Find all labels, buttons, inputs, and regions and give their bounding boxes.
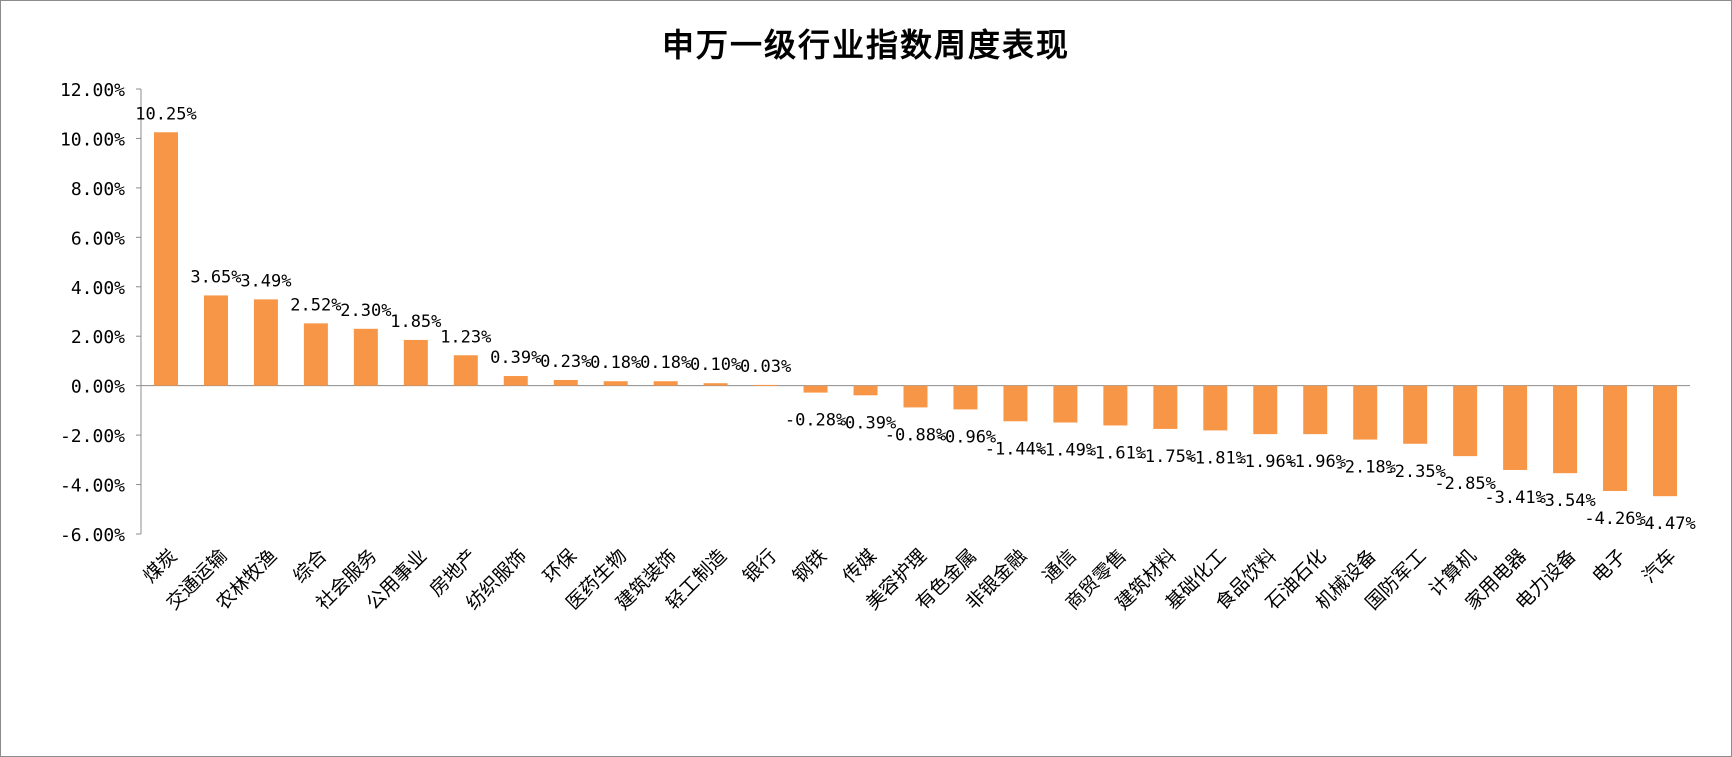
data-label: 1.23%	[440, 327, 491, 347]
data-label: -0.96%	[935, 427, 996, 447]
data-label: -2.85%	[1434, 474, 1495, 494]
bar	[1653, 385, 1678, 497]
data-label: -2.18%	[1334, 458, 1395, 478]
y-axis: -6.00% -4.00% -2.00% 0.00% 2.00% 4.00% 6.00% 8.…	[60, 80, 142, 546]
data-label: -1.96%	[1285, 452, 1346, 472]
bar	[503, 376, 528, 386]
data-label: 2.52%	[290, 295, 341, 315]
bar	[203, 295, 228, 386]
y-tick-label: 10.00%	[60, 129, 125, 150]
bar	[1403, 385, 1428, 444]
chart-title: 申万一级行业指数周度表现	[661, 26, 1070, 64]
y-tick-label: 0.00%	[71, 377, 125, 398]
x-tick-label: 传媒	[839, 545, 881, 587]
bar	[1303, 385, 1328, 435]
x-tick-label: 煤炭	[139, 545, 181, 587]
y-tick-label: -2.00%	[60, 426, 125, 447]
x-tick-label: 钢铁	[789, 545, 831, 587]
data-label: 0.10%	[690, 355, 741, 375]
data-label: -0.28%	[785, 411, 846, 431]
data-label: 0.39%	[490, 348, 541, 368]
bar	[1453, 385, 1478, 457]
bar	[1603, 385, 1628, 491]
data-label: -1.49%	[1035, 441, 1096, 461]
y-tick-label: -6.00%	[60, 525, 125, 546]
bar	[153, 132, 178, 386]
x-tick-label: 综合	[289, 545, 331, 587]
data-label: 3.65%	[190, 267, 241, 287]
data-labels: 10.25% 3.65%3.49% 2.52%2.30%1.85%1.23%0.39…	[135, 104, 1695, 534]
x-tick-label: 银行	[739, 545, 781, 587]
y-tick-label: 6.00%	[71, 228, 125, 249]
bar	[403, 339, 428, 386]
y-tick-label: 4.00%	[71, 278, 125, 299]
data-label: 0.18%	[590, 353, 641, 373]
data-label: 2.30%	[340, 301, 391, 321]
x-tick-label: 电子	[1588, 545, 1630, 587]
data-label: -3.54%	[1534, 491, 1595, 511]
bar	[1203, 385, 1228, 431]
bar	[1103, 385, 1128, 426]
bar	[1053, 385, 1078, 423]
x-tick-label: 汽车	[1638, 545, 1680, 587]
bar	[1153, 385, 1178, 429]
bars	[153, 132, 1678, 497]
y-tick-label: 12.00%	[60, 80, 125, 101]
bar	[1253, 385, 1278, 435]
data-label: -3.41%	[1484, 488, 1545, 508]
bar	[553, 379, 578, 386]
bar	[1353, 385, 1378, 440]
bar	[303, 323, 328, 386]
data-label: -1.81%	[1185, 448, 1246, 468]
data-label: -4.26%	[1584, 509, 1645, 529]
data-label: 0.18%	[640, 353, 691, 373]
data-label: -1.75%	[1135, 447, 1196, 467]
y-tick-label: 2.00%	[71, 327, 125, 348]
bar	[453, 355, 478, 386]
bar	[353, 328, 378, 386]
data-label: 10.25%	[135, 104, 196, 124]
bar	[903, 385, 928, 408]
bar	[803, 385, 828, 393]
x-tick-label: 环保	[539, 545, 581, 587]
data-label: -1.61%	[1085, 443, 1146, 463]
data-label: -1.96%	[1235, 452, 1296, 472]
bar	[953, 385, 978, 410]
data-label: -0.39%	[835, 413, 896, 433]
data-label: 3.49%	[240, 271, 291, 291]
bar	[1003, 385, 1028, 422]
bar	[753, 384, 778, 386]
bar	[653, 381, 678, 386]
bar	[253, 299, 278, 386]
x-tick-label: 通信	[1039, 545, 1081, 587]
data-label: 0.03%	[740, 357, 791, 377]
bar	[1503, 385, 1528, 470]
bar	[603, 381, 628, 386]
data-label: 0.23%	[540, 352, 591, 372]
data-label: -0.88%	[885, 425, 946, 445]
bar	[1553, 385, 1578, 474]
data-label: -4.47%	[1634, 514, 1695, 534]
data-label: 1.85%	[390, 312, 441, 332]
bar	[703, 383, 728, 386]
y-tick-label: 8.00%	[71, 179, 125, 200]
bar	[853, 385, 878, 396]
y-tick-label: -4.00%	[60, 476, 125, 497]
data-label: -2.35%	[1384, 462, 1445, 482]
data-label: -1.44%	[985, 439, 1046, 459]
